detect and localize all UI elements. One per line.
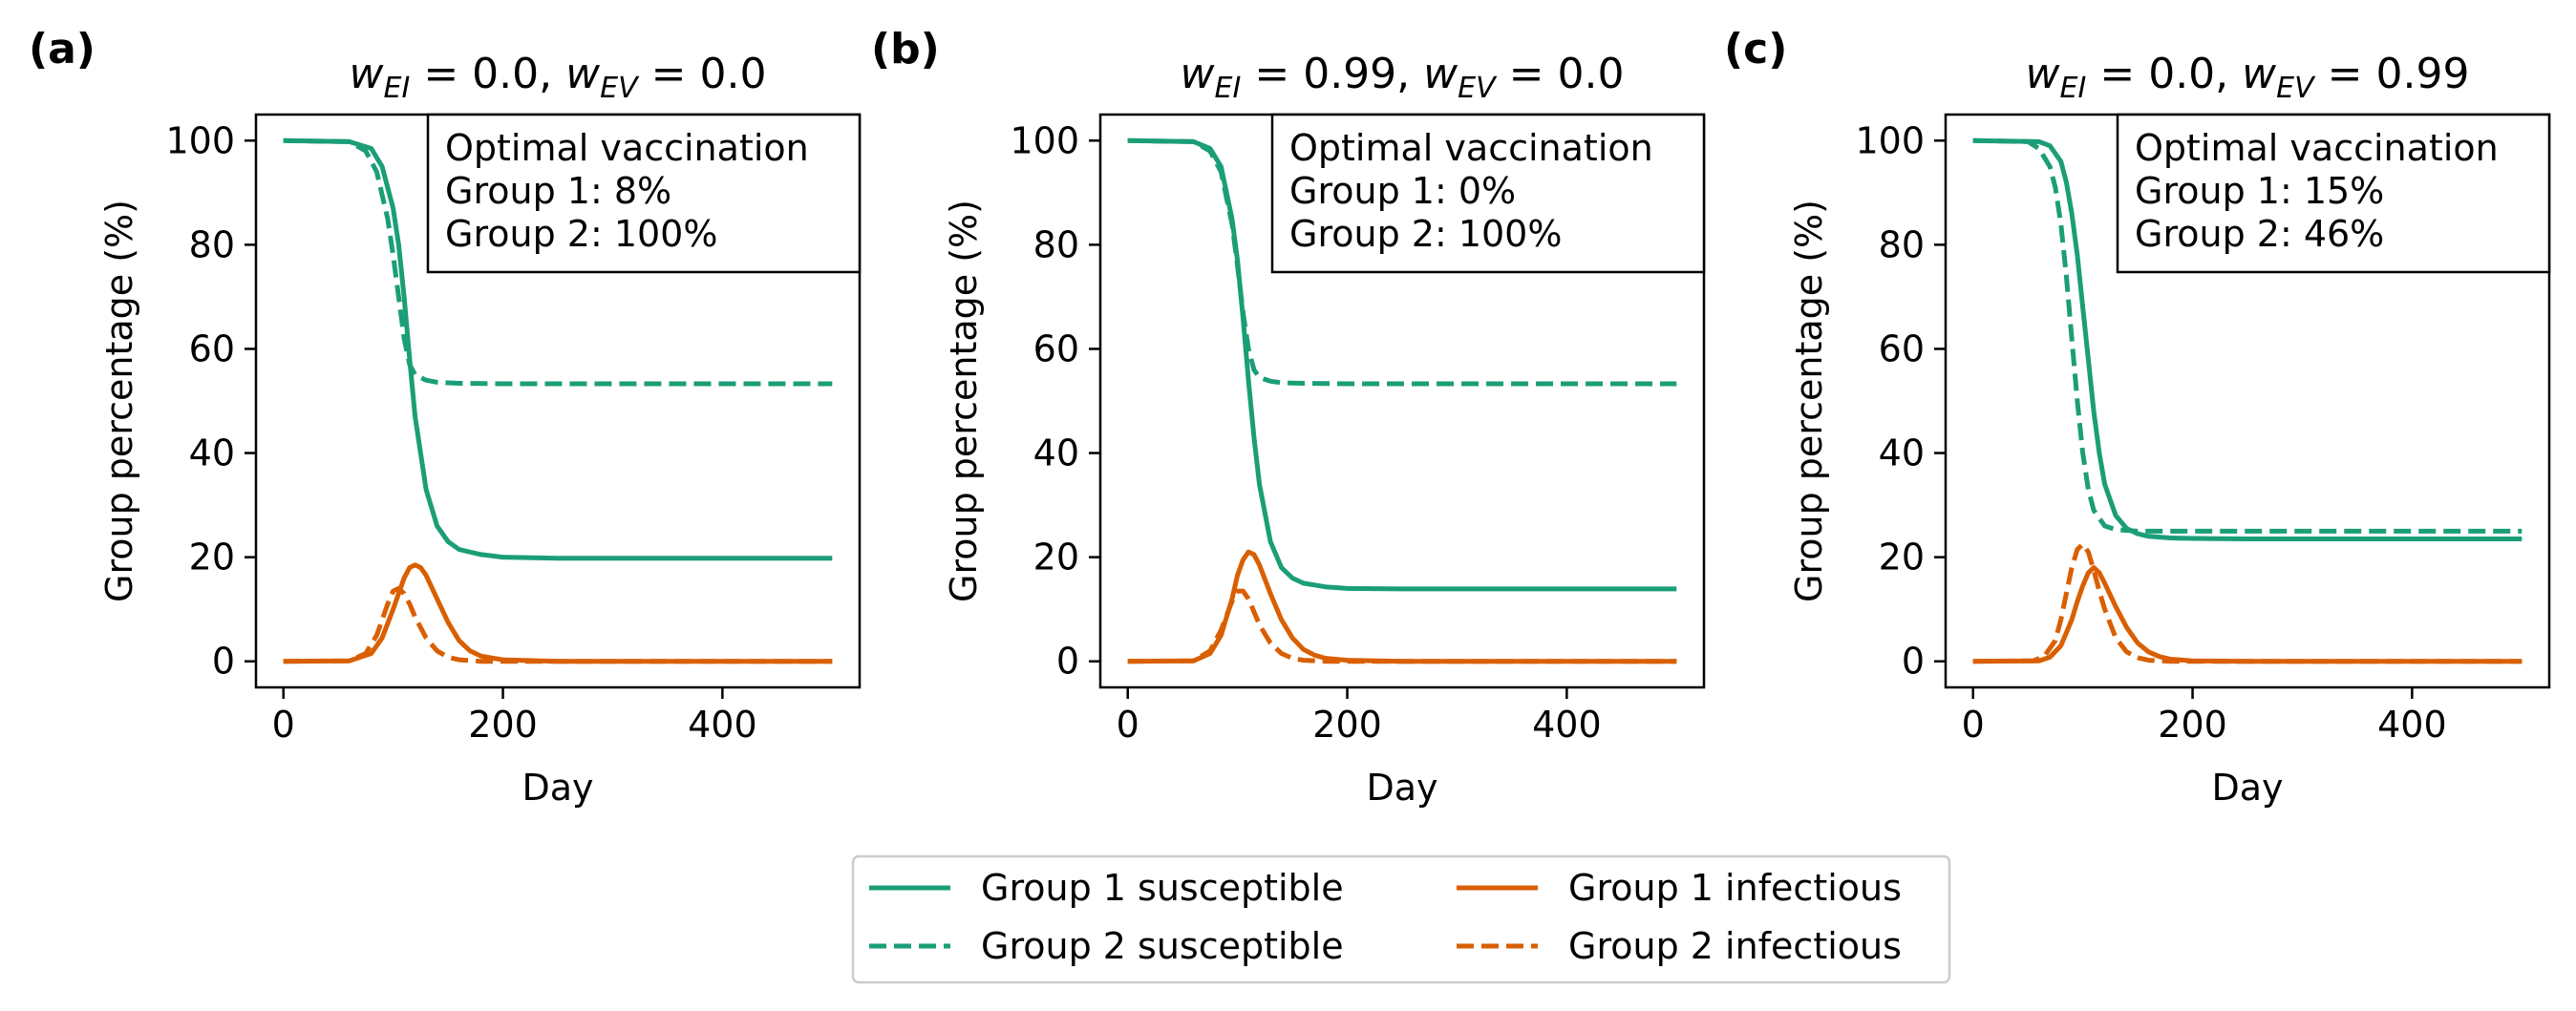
- legend-label: Group 1 susceptible: [981, 867, 1344, 909]
- series-group: [1972, 137, 2523, 664]
- y-tick-label: 0: [212, 641, 235, 683]
- y-tick-label: 80: [189, 223, 235, 265]
- x-tick-label: 400: [688, 704, 757, 746]
- y-axis-label: Group percentage (%): [943, 200, 985, 602]
- x-tick-label: 0: [1117, 704, 1139, 746]
- x-tick-label: 200: [1312, 704, 1382, 746]
- y-axis-label: Group percentage (%): [1788, 200, 1830, 602]
- series-line-g1_susceptible: [283, 137, 833, 561]
- panel-label: (c): [1724, 25, 1787, 74]
- y-tick-label: 80: [1879, 223, 1925, 265]
- y-tick-label: 40: [1033, 432, 1079, 474]
- y-tick-label: 60: [1033, 327, 1079, 369]
- panel-1: (a) wEI = 0.0, wEV = 0.0 0 200 400 0 20 40 60 80 1…: [29, 25, 862, 809]
- x-tick-label: 200: [468, 704, 538, 746]
- legend-label: Group 2 susceptible: [981, 925, 1344, 967]
- x-axis-label: Day: [1366, 767, 1437, 809]
- legend-label: Group 1 infectious: [1568, 867, 1902, 909]
- legend: Group 1 susceptible Group 2 susceptible Gr…: [851, 854, 1951, 984]
- y-tick-label: 100: [1010, 119, 1079, 161]
- x-tick-label: 400: [1532, 704, 1602, 746]
- series-group: [283, 137, 833, 664]
- panel-title: wEI = 0.99, wEV = 0.0: [1181, 50, 1625, 105]
- panel-title: wEI = 0.0, wEV = 0.0: [350, 50, 767, 105]
- series-line-g2_infectious: [283, 585, 833, 664]
- y-tick-label: 40: [189, 432, 235, 474]
- annotation-line: Group 2: 100%: [1289, 213, 1562, 255]
- series-line-g1_infectious: [1127, 549, 1677, 664]
- series-group: [1127, 137, 1677, 664]
- y-tick-label: 100: [1855, 119, 1925, 161]
- y-tick-label: 60: [1879, 327, 1925, 369]
- annotation-line: Group 2: 46%: [2135, 213, 2384, 255]
- x-axis-label: Day: [2211, 767, 2283, 809]
- y-tick-label: 0: [1056, 641, 1079, 683]
- series-line-g1_infectious: [1972, 565, 2523, 664]
- panel-label: (b): [871, 25, 940, 74]
- series-line-g2_infectious: [1972, 541, 2523, 664]
- annotation-frame: [1270, 113, 1706, 274]
- y-tick-label: 20: [189, 537, 235, 579]
- annotation-line: Group 2: 100%: [445, 213, 717, 255]
- annotation-frame: [426, 113, 862, 274]
- legend-label: Group 2 infectious: [1568, 925, 1902, 967]
- y-tick-label: 60: [189, 327, 235, 369]
- y-tick-label: 0: [1902, 641, 1925, 683]
- y-tick-label: 40: [1879, 432, 1925, 474]
- y-tick-label: 20: [1033, 537, 1079, 579]
- legend-frame: [851, 854, 1951, 984]
- series-line-g2_susceptible: [1972, 137, 2523, 534]
- annotation-line: Optimal vaccination: [1289, 127, 1653, 169]
- annotation-frame: [2116, 113, 2551, 274]
- annotation-line: Group 1: 15%: [2135, 170, 2384, 212]
- series-line-g2_susceptible: [1127, 137, 1677, 387]
- y-tick-label: 20: [1879, 537, 1925, 579]
- annotation-line: Optimal vaccination: [445, 127, 809, 169]
- x-tick-label: 0: [1962, 704, 1985, 746]
- series-line-g1_infectious: [283, 562, 833, 664]
- panel-2: (b) wEI = 0.99, wEV = 0.0 0 200 400 0 20 40 60 80…: [871, 25, 1706, 809]
- x-tick-label: 400: [2377, 704, 2447, 746]
- annotation-line: Optimal vaccination: [2135, 127, 2499, 169]
- x-tick-label: 0: [272, 704, 295, 746]
- series-line-g2_infectious: [1127, 588, 1677, 664]
- x-axis-label: Day: [522, 767, 593, 809]
- x-tick-label: 200: [2158, 704, 2227, 746]
- series-line-g2_susceptible: [283, 137, 833, 387]
- annotation-line: Group 1: 8%: [445, 170, 671, 212]
- series-line-g1_susceptible: [1972, 137, 2523, 541]
- panel-title: wEI = 0.0, wEV = 0.99: [2026, 50, 2470, 105]
- y-tick-label: 100: [165, 119, 235, 161]
- annotation-line: Group 1: 0%: [1289, 170, 1516, 212]
- panel-3: (c) wEI = 0.0, wEV = 0.99 0 200 400 0 20 40 60 80…: [1724, 25, 2551, 809]
- y-axis-label: Group percentage (%): [98, 200, 140, 602]
- panel-label: (a): [29, 25, 96, 74]
- y-tick-label: 80: [1033, 223, 1079, 265]
